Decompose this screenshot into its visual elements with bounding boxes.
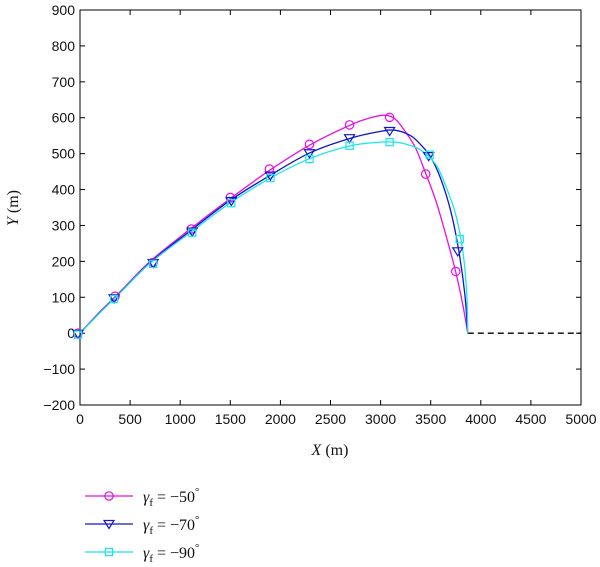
x-tick-label: 1500 bbox=[215, 411, 246, 427]
y-tick-label: −200 bbox=[43, 397, 75, 413]
y-tick-label: 900 bbox=[52, 2, 76, 18]
legend-marker-1 bbox=[102, 519, 116, 530]
x-tick-label: 2500 bbox=[315, 411, 346, 427]
legend: γf = −50° γf = −70° γf = −90° bbox=[85, 486, 199, 565]
x-tick-label: 4500 bbox=[515, 411, 546, 427]
series-2-marker bbox=[148, 259, 158, 269]
legend-label-0: γf = −50° bbox=[143, 486, 199, 509]
series-2-marker bbox=[73, 330, 83, 339]
series-1-marker bbox=[451, 247, 464, 257]
series-1-marker bbox=[71, 329, 85, 340]
plot-frame bbox=[79, 9, 582, 406]
series-2-marker bbox=[188, 228, 197, 237]
series-1-marker bbox=[343, 134, 356, 144]
legend-label-2: γf = −90° bbox=[143, 542, 199, 565]
x-tick-label: 4000 bbox=[465, 411, 496, 427]
series-1-marker bbox=[186, 227, 199, 238]
series-2-marker bbox=[109, 294, 119, 304]
series-1-marker bbox=[303, 149, 316, 159]
y-tick-label: 700 bbox=[52, 74, 76, 90]
series-0-marker bbox=[344, 120, 355, 130]
series-2-marker bbox=[266, 173, 275, 183]
series-1-marker bbox=[264, 171, 277, 182]
series-2-marker bbox=[227, 198, 236, 208]
x-axis: 0 500 1000 1500 2000 2500 3000 3500 4000 4500 5000 bbox=[76, 10, 597, 427]
y-axis-title: Y (m) bbox=[5, 190, 22, 226]
series-2-marker bbox=[305, 154, 314, 164]
series-0-marker bbox=[420, 169, 431, 179]
y-axis: −200 −100 0 100 200 300 400 500 600 700 800 900 bbox=[43, 2, 581, 413]
x-tick-label: 500 bbox=[118, 411, 142, 427]
y-axis-unit: (m) bbox=[5, 190, 22, 217]
x-tick-label: 3000 bbox=[365, 411, 396, 427]
series-2-marker bbox=[425, 150, 434, 159]
x-tick-label: 0 bbox=[76, 411, 84, 427]
series-0-marker bbox=[450, 266, 461, 277]
series-lines bbox=[79, 114, 469, 334]
series-0-marker bbox=[264, 164, 275, 174]
series-2-marker bbox=[455, 234, 464, 244]
y-tick-label: 500 bbox=[52, 146, 76, 162]
y-tick-label: 300 bbox=[52, 217, 76, 233]
series-1-marker bbox=[147, 259, 160, 269]
y-tick-label: 0 bbox=[67, 325, 75, 341]
x-axis-title: X (m) bbox=[311, 442, 349, 459]
y-tick-label: 100 bbox=[52, 289, 76, 305]
x-tick-label: 2000 bbox=[265, 411, 296, 427]
y-tick-label: 200 bbox=[52, 253, 76, 269]
series-0-marker bbox=[304, 139, 315, 150]
series-2-marker bbox=[385, 137, 394, 147]
series-1-marker bbox=[383, 126, 396, 137]
series-0-marker bbox=[384, 112, 395, 123]
x-tick-label: 5000 bbox=[565, 411, 596, 427]
y-tick-label: 400 bbox=[52, 182, 76, 198]
series-line-0 bbox=[79, 114, 469, 334]
series-1-marker bbox=[107, 294, 121, 304]
series-1-marker bbox=[225, 196, 238, 207]
series-line-2 bbox=[79, 141, 469, 334]
series-2-marker bbox=[345, 141, 354, 150]
x-axis-unit: (m) bbox=[321, 442, 348, 459]
legend-marker-2 bbox=[104, 547, 114, 557]
x-tick-label: 1000 bbox=[165, 411, 196, 427]
y-axis-var: Y bbox=[5, 215, 22, 226]
series-line-1 bbox=[79, 129, 469, 334]
series-markers bbox=[71, 112, 464, 340]
plot-area bbox=[79, 9, 582, 406]
legend-marker-0 bbox=[104, 491, 114, 501]
x-axis-var: X bbox=[311, 442, 323, 459]
y-tick-label: 600 bbox=[52, 110, 76, 126]
y-tick-label: −100 bbox=[43, 361, 75, 377]
x-tick-label: 3500 bbox=[415, 411, 446, 427]
legend-label-1: γf = −70° bbox=[143, 514, 199, 537]
y-tick-label: 800 bbox=[52, 38, 76, 54]
